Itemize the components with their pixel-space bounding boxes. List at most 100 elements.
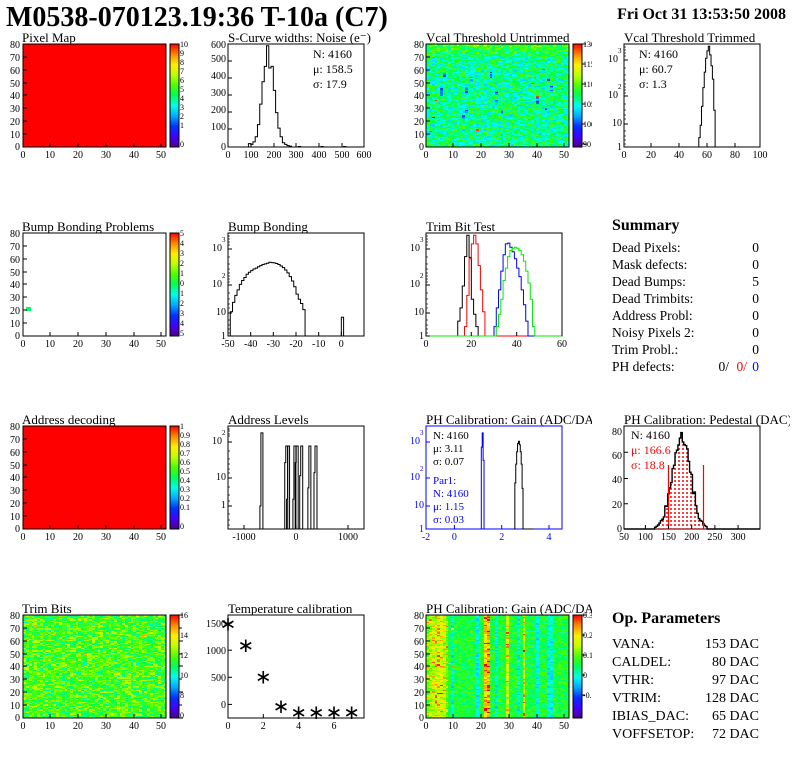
svg-text:0.8: 0.8: [180, 440, 190, 449]
svg-text:Bump Bonding: Bump Bonding: [228, 219, 308, 234]
svg-text:10: 10: [414, 701, 424, 712]
svg-text:0: 0: [752, 325, 759, 340]
svg-text:VANA:: VANA:: [612, 637, 655, 652]
svg-text:130: 130: [583, 40, 592, 49]
svg-text:μ: 158.5: μ: 158.5: [313, 62, 353, 76]
svg-text:VTRIM:: VTRIM:: [612, 691, 661, 706]
svg-text:100: 100: [753, 150, 768, 161]
svg-text:0.1: 0.1: [583, 651, 592, 660]
svg-text:10: 10: [448, 150, 458, 161]
svg-text:20: 20: [414, 688, 424, 699]
svg-text:Address Probl:: Address Probl:: [612, 308, 693, 323]
svg-text:30: 30: [101, 532, 111, 543]
svg-text:6: 6: [332, 721, 337, 732]
svg-text:60: 60: [702, 150, 712, 161]
svg-text:1000: 1000: [338, 532, 358, 543]
svg-text:10: 10: [216, 307, 226, 318]
svg-text:10: 10: [410, 279, 420, 290]
svg-text:40: 40: [414, 662, 424, 673]
svg-text:60: 60: [414, 637, 424, 648]
svg-text:0: 0: [752, 359, 759, 374]
svg-text:10: 10: [10, 701, 20, 712]
svg-text:70: 70: [10, 53, 20, 64]
svg-text:80: 80: [10, 422, 20, 433]
svg-text:5: 5: [180, 85, 184, 94]
svg-text:1: 1: [221, 500, 226, 511]
svg-text:153 DAC: 153 DAC: [705, 637, 759, 652]
svg-text:σ: 18.8: σ: 18.8: [631, 458, 665, 472]
svg-text:∗: ∗: [237, 635, 254, 657]
svg-text:150: 150: [661, 532, 676, 543]
svg-text:60: 60: [10, 448, 20, 459]
svg-text:N: 4160: N: 4160: [639, 47, 678, 61]
svg-text:8: 8: [180, 58, 184, 67]
svg-text:100: 100: [211, 122, 226, 133]
svg-text:10: 10: [10, 319, 20, 330]
svg-text:70: 70: [414, 624, 424, 635]
svg-text:μ: 3.11: μ: 3.11: [433, 443, 464, 455]
svg-text:∗: ∗: [343, 702, 360, 724]
svg-text:30: 30: [504, 721, 514, 732]
svg-text:500: 500: [211, 54, 226, 65]
svg-text:3: 3: [180, 249, 184, 258]
svg-text:300: 300: [731, 532, 746, 543]
svg-text:3: 3: [222, 236, 226, 244]
svg-text:0: 0: [221, 700, 226, 711]
svg-text:30: 30: [414, 104, 424, 115]
svg-text:3: 3: [420, 429, 424, 437]
svg-text:-20: -20: [289, 339, 302, 350]
svg-text:2: 2: [180, 259, 184, 268]
svg-text:3: 3: [420, 236, 424, 244]
svg-text:VTHR:: VTHR:: [612, 673, 654, 688]
svg-text:μ: 166.6: μ: 166.6: [631, 443, 671, 457]
svg-text:10: 10: [414, 130, 424, 141]
svg-text:0: 0: [583, 671, 587, 680]
svg-text:0: 0: [21, 721, 26, 732]
svg-text:0: 0: [752, 308, 759, 323]
svg-text:10: 10: [45, 339, 55, 350]
svg-text:100: 100: [583, 120, 592, 129]
svg-text:2: 2: [420, 272, 424, 280]
svg-text:0: 0: [339, 339, 344, 350]
svg-text:40: 40: [10, 662, 20, 673]
svg-text:2: 2: [261, 721, 266, 732]
svg-text:30: 30: [101, 721, 111, 732]
svg-text:128 DAC: 128 DAC: [705, 691, 759, 706]
svg-text:50: 50: [10, 79, 20, 90]
svg-text:0.4: 0.4: [180, 476, 190, 485]
svg-text:∗: ∗: [273, 696, 290, 718]
svg-text:50: 50: [156, 339, 166, 350]
svg-text:1: 1: [180, 121, 184, 130]
svg-text:0.7: 0.7: [180, 449, 190, 458]
svg-text:0: 0: [180, 279, 184, 288]
svg-text:5: 5: [752, 274, 759, 289]
svg-text:Vcal Threshold Trimmed: Vcal Threshold Trimmed: [624, 30, 756, 45]
svg-text:Bump Bonding Problems: Bump Bonding Problems: [22, 219, 154, 234]
svg-text:σ: 17.9: σ: 17.9: [313, 77, 347, 91]
svg-text:400: 400: [211, 71, 226, 82]
svg-text:-10: -10: [312, 339, 325, 350]
svg-text:20: 20: [73, 532, 83, 543]
svg-text:70: 70: [10, 435, 20, 446]
svg-text:0: 0: [180, 522, 184, 531]
svg-text:80: 80: [10, 40, 20, 51]
svg-text:-0.1: -0.1: [583, 691, 592, 700]
svg-text:Trim Bits: Trim Bits: [22, 601, 72, 616]
svg-text:50: 50: [156, 721, 166, 732]
svg-text:4: 4: [180, 94, 184, 103]
svg-text:2: 2: [222, 272, 226, 280]
svg-text:60: 60: [10, 637, 20, 648]
svg-text:-50: -50: [221, 339, 234, 350]
svg-text:40: 40: [10, 91, 20, 102]
svg-text:50: 50: [619, 532, 629, 543]
svg-text:1500: 1500: [206, 619, 226, 630]
svg-text:2: 2: [499, 532, 504, 543]
svg-text:90: 90: [583, 140, 591, 149]
svg-text:300: 300: [211, 88, 226, 99]
svg-text:6: 6: [180, 76, 184, 85]
svg-text:∗: ∗: [255, 667, 272, 689]
svg-text:0: 0: [452, 532, 457, 543]
svg-text:100: 100: [638, 532, 653, 543]
svg-text:80: 80: [10, 229, 20, 240]
svg-text:40: 40: [612, 475, 622, 486]
